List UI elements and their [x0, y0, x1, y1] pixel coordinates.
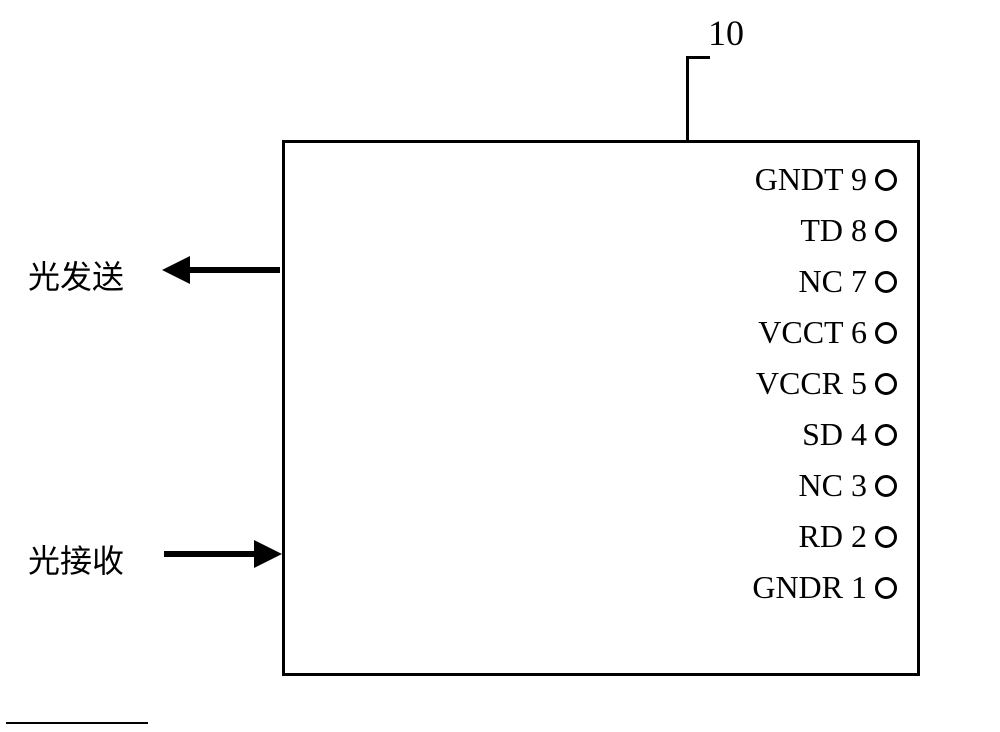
callout-line — [686, 56, 689, 142]
pin-circle-icon — [875, 322, 897, 344]
tx-arrow-head — [162, 256, 190, 284]
tx-arrow-line — [188, 267, 280, 273]
pin-circle-icon — [875, 169, 897, 191]
pin-row: NC 3 — [752, 467, 897, 504]
pin-row: GNDT 9 — [752, 161, 897, 198]
rx-arrow-head — [254, 540, 282, 568]
pin-row: VCCR 5 — [752, 365, 897, 402]
pin-row: VCCT 6 — [752, 314, 897, 351]
pin-label: SD 4 — [802, 416, 867, 453]
pin-list: GNDT 9 TD 8 NC 7 VCCT 6 VCCR 5 SD 4 NC 3 RD 2 GN… — [752, 161, 897, 606]
pin-row: NC 7 — [752, 263, 897, 300]
pin-circle-icon — [875, 373, 897, 395]
pin-row: TD 8 — [752, 212, 897, 249]
pin-label: VCCR 5 — [756, 365, 867, 402]
rx-arrow-line — [164, 551, 256, 557]
callout-tick — [686, 56, 710, 59]
pin-row: SD 4 — [752, 416, 897, 453]
pin-row: RD 2 — [752, 518, 897, 555]
pin-label: GNDR 1 — [752, 569, 867, 606]
callout-label: 10 — [708, 12, 744, 54]
pin-circle-icon — [875, 526, 897, 548]
pin-circle-icon — [875, 475, 897, 497]
diagram-container: 10 GNDT 9 TD 8 NC 7 VCCT 6 VCCR 5 SD 4 NC 3 RD … — [0, 0, 1000, 732]
pin-label: VCCT 6 — [758, 314, 867, 351]
pin-label: NC 7 — [799, 263, 867, 300]
pin-label: RD 2 — [799, 518, 867, 555]
component-box: GNDT 9 TD 8 NC 7 VCCT 6 VCCR 5 SD 4 NC 3 RD 2 GN… — [282, 140, 920, 676]
rx-label: 光接收 — [28, 536, 124, 582]
pin-circle-icon — [875, 220, 897, 242]
pin-row: GNDR 1 — [752, 569, 897, 606]
tx-label: 光发送 — [28, 252, 124, 298]
pin-label: GNDT 9 — [755, 161, 867, 198]
pin-circle-icon — [875, 271, 897, 293]
baseline — [6, 722, 148, 724]
pin-label: NC 3 — [799, 467, 867, 504]
pin-circle-icon — [875, 577, 897, 599]
pin-label: TD 8 — [800, 212, 867, 249]
pin-circle-icon — [875, 424, 897, 446]
